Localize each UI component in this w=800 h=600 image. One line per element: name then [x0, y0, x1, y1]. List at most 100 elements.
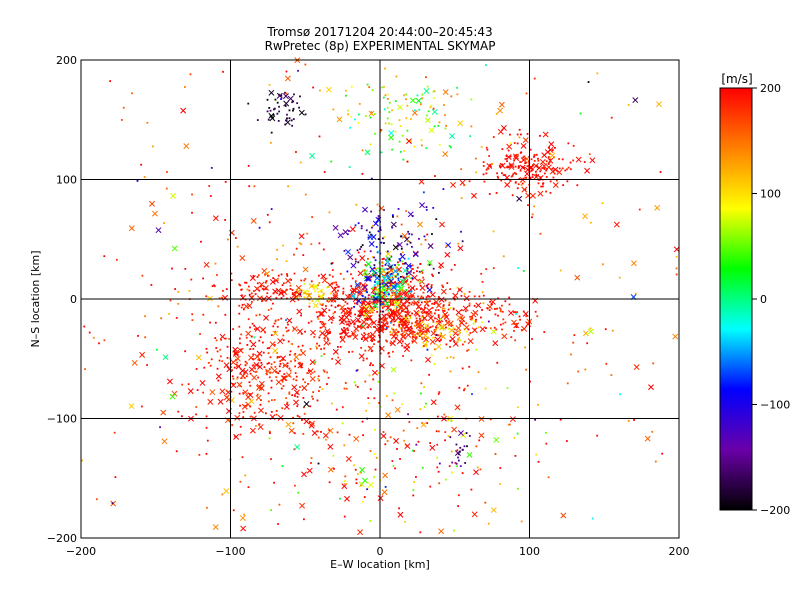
cross-point — [582, 213, 588, 220]
dot-point — [501, 172, 503, 175]
dot-point — [429, 326, 432, 329]
dot-point — [505, 166, 508, 169]
dot-point — [439, 335, 442, 337]
dot-point — [288, 109, 291, 112]
dot-point — [481, 321, 483, 324]
dot-point — [344, 330, 347, 333]
dot-point — [459, 321, 462, 324]
dot-point — [404, 444, 407, 447]
dot-point — [488, 155, 491, 157]
dot-point — [467, 328, 470, 331]
dot-point — [369, 307, 372, 310]
cross-point — [311, 430, 318, 436]
cross-point — [452, 292, 459, 299]
dot-point — [244, 474, 247, 477]
dot-point — [306, 372, 309, 374]
dot-point — [345, 89, 347, 92]
dot-point — [252, 358, 255, 360]
dot-point — [404, 261, 407, 264]
y-tick-label: 100 — [56, 174, 77, 187]
dot-point — [476, 466, 479, 469]
dot-point — [402, 158, 405, 161]
dot-point — [288, 392, 291, 395]
dot-point — [376, 289, 379, 292]
dot-point — [357, 121, 360, 124]
dot-point — [370, 362, 372, 365]
dot-point — [431, 302, 434, 305]
dot-point — [266, 373, 268, 376]
dot-point — [270, 410, 273, 413]
dot-point — [432, 321, 435, 324]
dot-point — [406, 267, 409, 270]
dot-point — [177, 302, 180, 305]
dot-point — [384, 486, 387, 488]
cross-point — [415, 97, 422, 104]
dot-point — [386, 260, 389, 263]
dot-point — [455, 462, 458, 465]
dot-point — [444, 439, 446, 442]
cross-point — [281, 375, 288, 382]
dot-point — [368, 402, 371, 405]
cross-point — [371, 319, 377, 326]
dot-point — [348, 294, 351, 296]
dot-point — [551, 167, 554, 170]
dot-point — [280, 317, 283, 320]
dot-point — [489, 165, 492, 168]
dot-point — [370, 111, 373, 114]
dot-point — [497, 177, 500, 179]
dot-point — [381, 306, 384, 309]
dot-point — [236, 365, 238, 368]
dot-point — [491, 162, 494, 165]
cross-point — [400, 301, 407, 307]
dot-point — [281, 284, 284, 287]
dot-point — [290, 119, 293, 122]
dot-point — [258, 289, 261, 292]
cross-point — [431, 108, 438, 115]
cross-point — [493, 436, 500, 443]
cross-point — [301, 471, 307, 478]
dot-point — [393, 392, 396, 395]
dot-point — [395, 291, 398, 294]
cross-point — [350, 330, 357, 337]
dot-point — [485, 268, 488, 271]
dot-point — [386, 440, 389, 442]
cross-point — [449, 336, 456, 342]
dot-point — [332, 454, 335, 457]
dot-point — [361, 302, 364, 305]
dot-point — [331, 269, 334, 272]
dot-point — [258, 226, 261, 229]
dot-point — [260, 285, 262, 288]
dot-point — [188, 290, 191, 292]
dot-point — [244, 281, 246, 284]
dot-point — [546, 167, 549, 170]
dot-point — [430, 104, 433, 107]
dot-point — [448, 301, 451, 304]
cross-point — [162, 354, 169, 361]
cross-point — [234, 414, 241, 421]
dot-point — [291, 293, 294, 296]
cross-point — [297, 328, 304, 335]
dot-point — [337, 346, 339, 348]
dot-point — [390, 321, 393, 324]
dot-point — [478, 326, 480, 329]
dot-point — [485, 146, 488, 149]
dot-point — [320, 348, 323, 351]
dot-point — [588, 153, 591, 156]
dot-point — [392, 323, 395, 326]
dot-point — [252, 290, 255, 292]
cross-point — [425, 356, 431, 363]
dot-point — [270, 399, 273, 402]
dot-point — [459, 339, 462, 342]
dot-point — [504, 158, 507, 160]
dot-point — [240, 288, 243, 291]
dot-point — [489, 163, 492, 166]
dot-point — [397, 279, 400, 282]
dot-point — [374, 468, 377, 471]
dot-point — [361, 420, 364, 423]
cross-point — [630, 260, 637, 267]
dot-point — [276, 371, 279, 374]
dot-point — [221, 296, 223, 299]
dot-point — [368, 86, 371, 89]
dot-point — [280, 297, 283, 299]
dot-point — [136, 179, 139, 182]
